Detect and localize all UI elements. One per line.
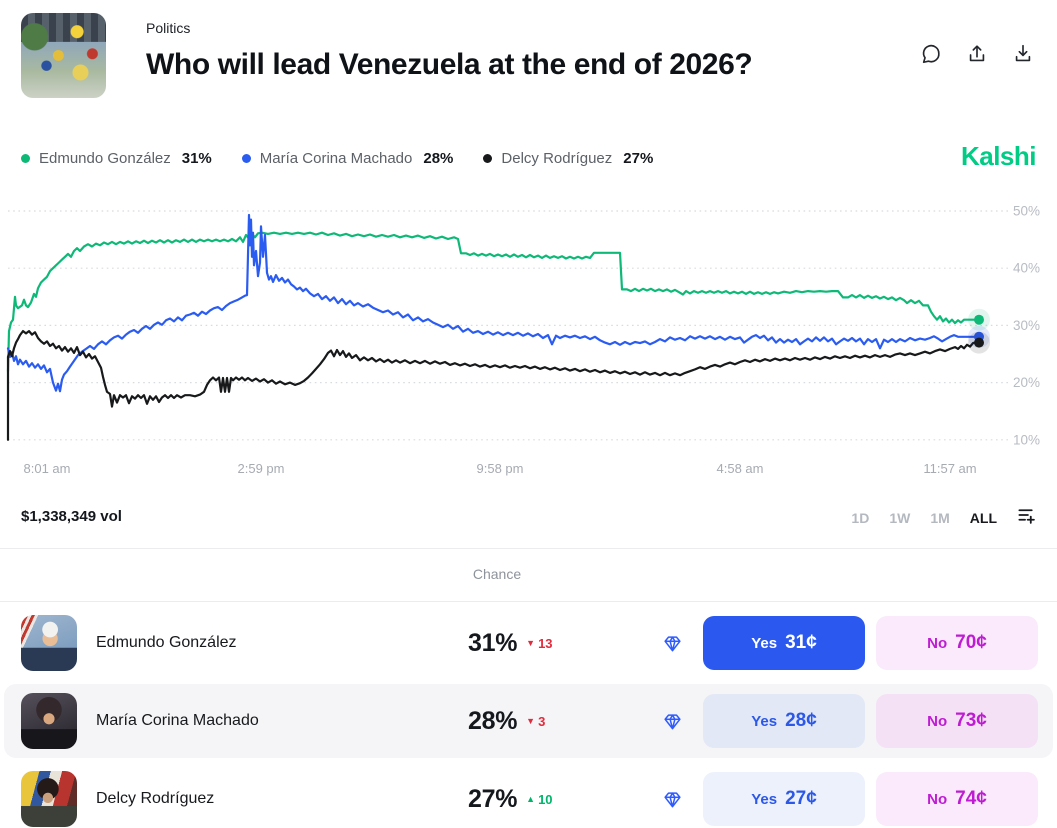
no-button[interactable]: No 74¢ [876, 772, 1038, 826]
legend-item: María Corina Machado 28% [241, 149, 454, 167]
no-price: 70¢ [955, 632, 987, 653]
gem-icon[interactable] [663, 712, 682, 731]
chance-percent: 31% [468, 628, 518, 657]
change-value: 3 [538, 713, 546, 729]
yes-price: 27¢ [785, 788, 817, 809]
legend-value: 28% [423, 149, 454, 167]
volume-label: $1,338,349 vol [21, 508, 122, 525]
series-line [6, 330, 977, 441]
yes-button[interactable]: Yes 31¢ [703, 616, 865, 670]
chance-percent: 28% [468, 706, 518, 735]
gem-icon[interactable] [663, 634, 682, 653]
candidate-avatar [21, 771, 77, 827]
change-arrow-icon: ▲ [526, 794, 536, 804]
legend-dot-icon [483, 153, 493, 163]
price-chart-area[interactable]: 50% 40% 30% 20% 10% [0, 195, 1057, 465]
chance-cell: 31% ▼ 13 [468, 604, 553, 682]
series-end-dot [974, 337, 984, 348]
range-option-1d[interactable]: 1D [851, 510, 870, 526]
range-option-1w[interactable]: 1W [889, 510, 911, 526]
yes-label: Yes [751, 790, 778, 808]
no-label: No [927, 790, 948, 808]
yes-label: Yes [751, 634, 778, 652]
share-icon[interactable] [966, 43, 988, 65]
no-button[interactable]: No 73¢ [876, 694, 1038, 748]
no-label: No [927, 634, 948, 652]
no-price: 74¢ [955, 788, 987, 809]
legend-item: Delcy Rodríguez 27% [483, 150, 653, 167]
yes-price: 31¢ [785, 632, 817, 653]
market-title: Who will lead Venezuela at the end of 20… [146, 48, 753, 81]
market-row[interactable]: Edmundo González 31% ▼ 13 Yes 31¢ No 70¢ [0, 604, 1057, 682]
change-value: 10 [538, 791, 553, 807]
legend-name: María Corina Machado [259, 149, 413, 167]
change-indicator: ▲ 10 [526, 792, 552, 807]
x-tick-label: 8:01 am [23, 461, 71, 476]
compare-add-icon[interactable] [1017, 506, 1036, 530]
y-tick-label: 10% [1013, 432, 1040, 447]
legend-item: Edmundo González 31% [21, 150, 212, 167]
y-tick-label: 50% [1013, 204, 1040, 219]
change-arrow-icon: ▼ [526, 638, 536, 648]
gem-icon[interactable] [663, 790, 682, 809]
x-tick-label: 2:59 pm [237, 461, 285, 476]
no-price: 73¢ [955, 710, 987, 731]
divider-bottom [0, 601, 1057, 602]
chance-cell: 27% ▲ 10 [468, 760, 553, 828]
chance-column-header: Chance [472, 566, 522, 582]
yes-label: Yes [751, 712, 778, 730]
y-tick-label: 20% [1013, 375, 1040, 390]
candidate-name: María Corina Machado [96, 712, 259, 729]
no-label: No [927, 712, 948, 730]
x-tick-label: 4:58 am [716, 461, 764, 476]
candidate-avatar [21, 693, 77, 749]
legend-value: 31% [181, 149, 212, 167]
y-tick-label: 30% [1013, 318, 1040, 333]
x-tick-label: 9:58 pm [476, 461, 524, 476]
series-end-dot [974, 314, 984, 325]
price-chart: 50% 40% 30% 20% 10% [6, 204, 1040, 447]
market-row[interactable]: Delcy Rodríguez 27% ▲ 10 Yes 27¢ No 74¢ [0, 760, 1057, 828]
legend-dot-icon [21, 153, 30, 163]
series-line [6, 213, 977, 393]
chance-percent: 27% [468, 784, 518, 813]
range-option-1m[interactable]: 1M [930, 510, 950, 526]
change-indicator: ▼ 3 [526, 714, 545, 729]
candidate-name: Delcy Rodríguez [96, 790, 215, 807]
legend-name: Edmundo González [39, 149, 171, 167]
yes-button[interactable]: Yes 27¢ [703, 772, 865, 826]
legend-value: 27% [623, 149, 654, 167]
change-value: 13 [538, 635, 553, 651]
range-selector: 1D 1W 1M ALL [851, 506, 1036, 530]
x-tick-label: 11:57 am [923, 461, 977, 476]
divider-top [0, 548, 1057, 549]
chart-legend: Edmundo González 31% María Corina Machado 2… [21, 147, 653, 169]
yes-button[interactable]: Yes 28¢ [703, 694, 865, 748]
candidate-name: Edmundo González [96, 634, 237, 651]
chart-x-axis: 8:01 am 2:59 pm 9:58 pm 4:58 am 11:57 am [0, 461, 1057, 479]
y-tick-label: 40% [1013, 261, 1040, 276]
no-button[interactable]: No 70¢ [876, 616, 1038, 670]
chance-cell: 28% ▼ 3 [468, 682, 545, 760]
range-option-all[interactable]: ALL [969, 510, 997, 526]
kalshi-logo: Kalshi [960, 141, 1037, 171]
comment-icon[interactable] [920, 43, 942, 65]
change-arrow-icon: ▼ [526, 716, 536, 726]
legend-dot-icon [241, 153, 251, 163]
market-row[interactable]: María Corina Machado 28% ▼ 3 Yes 28¢ No 73¢ [0, 682, 1057, 760]
yes-price: 28¢ [785, 710, 817, 731]
series-line [6, 231, 977, 373]
category-label: Politics [146, 20, 191, 36]
legend-name: Delcy Rodríguez [501, 149, 613, 167]
market-thumbnail-image [21, 13, 106, 98]
download-icon[interactable] [1012, 43, 1034, 65]
header-actions [920, 43, 1034, 65]
candidate-avatar [21, 615, 77, 671]
change-indicator: ▼ 13 [526, 636, 552, 651]
